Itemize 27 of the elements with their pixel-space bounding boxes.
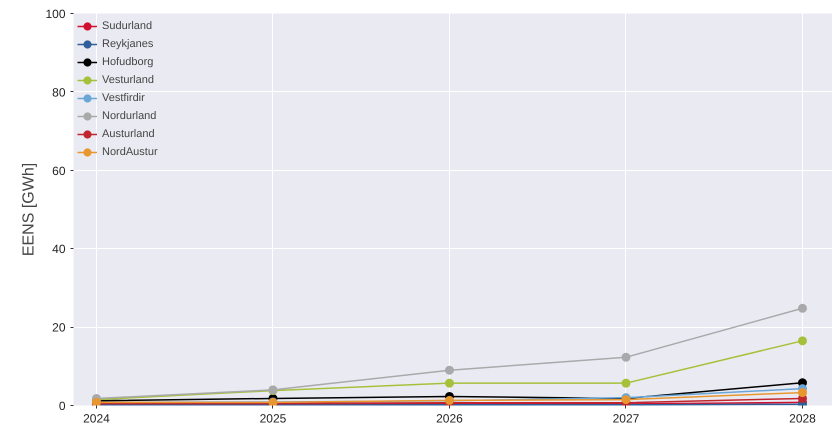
- x-tick-label: 2027: [612, 412, 640, 425]
- x-tick-label: 2024: [83, 412, 110, 425]
- point: [444, 366, 454, 375]
- y-tick-label: 100: [45, 7, 66, 21]
- point: [444, 378, 454, 388]
- point: [621, 352, 630, 362]
- legend-label: Hofudborg: [102, 55, 154, 69]
- legend-label: Reykjanes: [102, 37, 154, 51]
- y-tick-label: 20: [52, 320, 66, 335]
- legend-label: Vestfirdir: [102, 91, 145, 105]
- y-tick-label: 60: [52, 164, 66, 178]
- y-tick-label: 40: [52, 242, 66, 256]
- legend-label: NordAustur: [102, 145, 158, 159]
- legend-label: Nordurland: [102, 109, 156, 123]
- point: [798, 304, 807, 313]
- y-tick-label: 0: [58, 399, 66, 413]
- legend-label: Sudurland: [102, 19, 152, 33]
- point: [798, 336, 807, 346]
- x-tick-label: 2028: [789, 412, 816, 425]
- y-tick-label: 80: [52, 85, 66, 100]
- y-axis-title: EENS [GWh]: [20, 162, 38, 256]
- x-tick-label: 2025: [260, 412, 287, 425]
- legend-label: Austurland: [102, 127, 155, 141]
- x-tick-label: 2026: [436, 412, 464, 425]
- point: [621, 378, 630, 388]
- point: [798, 388, 807, 398]
- legend-label: Vesturland: [102, 73, 154, 87]
